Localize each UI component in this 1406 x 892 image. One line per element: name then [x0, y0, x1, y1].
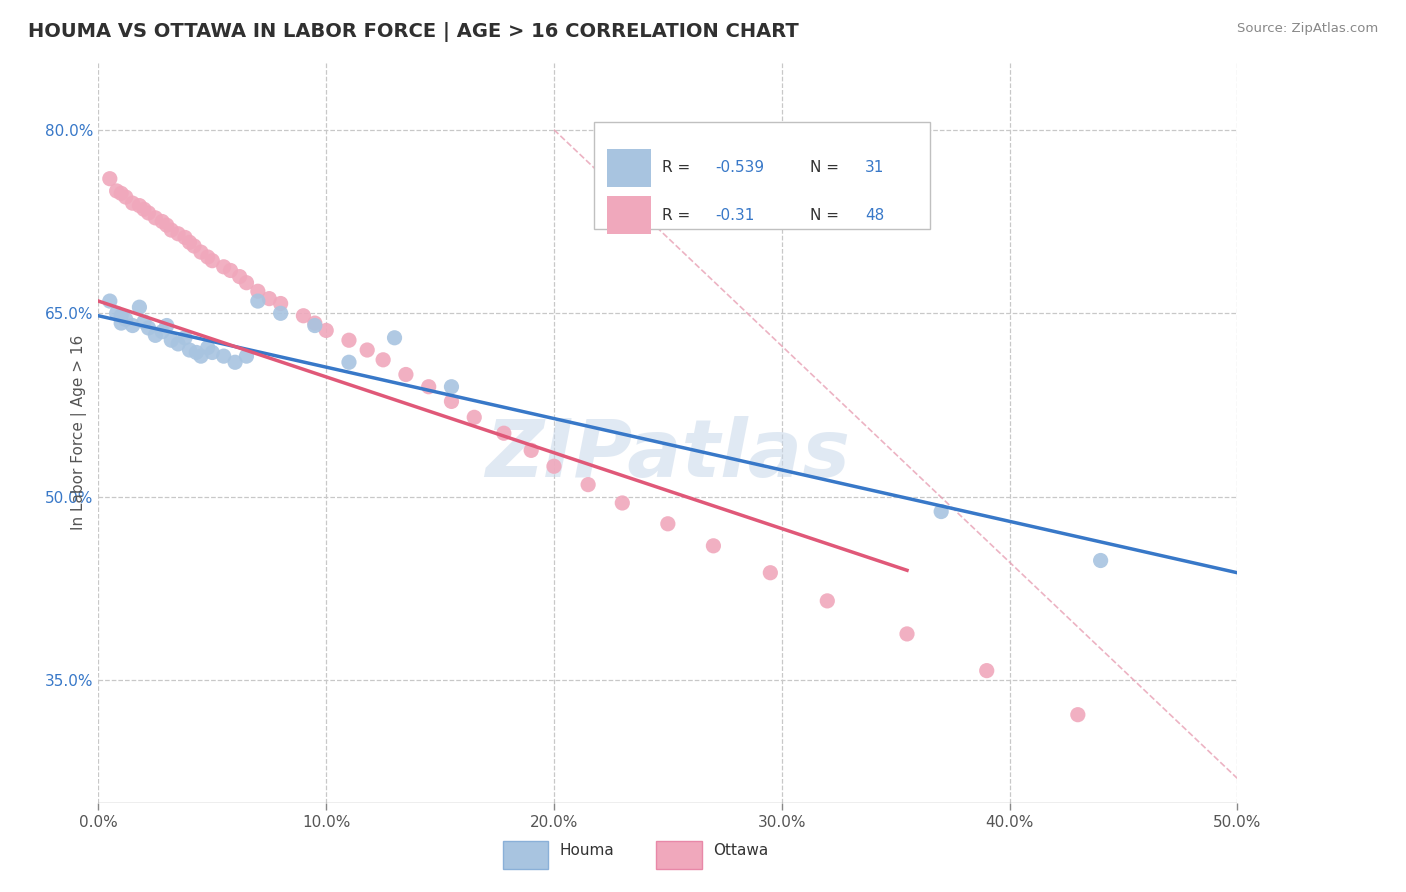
Point: [150, 325, 173, 339]
Point: [246, 285, 269, 299]
Point: [576, 477, 599, 491]
Text: ZIPatlas: ZIPatlas: [485, 416, 851, 494]
Point: [1067, 707, 1090, 722]
Point: [371, 352, 394, 367]
Point: [156, 218, 179, 232]
Point: [160, 223, 183, 237]
Point: [105, 306, 128, 320]
Text: HOUMA VS OTTAWA IN LABOR FORCE | AGE > 16 CORRELATION CHART: HOUMA VS OTTAWA IN LABOR FORCE | AGE > 1…: [28, 22, 799, 42]
Point: [145, 211, 167, 225]
Text: 48: 48: [865, 208, 884, 223]
Text: -0.31: -0.31: [716, 208, 755, 223]
Point: [235, 349, 257, 363]
Point: [212, 260, 235, 274]
Point: [145, 328, 167, 343]
Point: [132, 202, 155, 217]
FancyBboxPatch shape: [593, 121, 929, 229]
Point: [98, 294, 121, 309]
Point: [384, 331, 406, 345]
Point: [128, 300, 150, 314]
Point: [337, 333, 360, 347]
Point: [304, 316, 326, 330]
Point: [114, 312, 136, 326]
Point: [201, 253, 224, 268]
Point: [190, 349, 212, 363]
Point: [543, 459, 565, 474]
Point: [110, 316, 132, 330]
Point: [98, 171, 121, 186]
Point: [463, 410, 485, 425]
Point: [702, 539, 724, 553]
Point: [156, 318, 179, 333]
Point: [201, 345, 224, 359]
Point: [657, 516, 679, 531]
Point: [520, 443, 543, 458]
Text: Houma: Houma: [560, 844, 614, 858]
Text: 31: 31: [865, 161, 884, 176]
Point: [929, 504, 952, 518]
Point: [183, 239, 205, 253]
Point: [896, 627, 918, 641]
Point: [138, 206, 160, 220]
Text: Ottawa: Ottawa: [713, 844, 769, 858]
Point: [304, 318, 326, 333]
Y-axis label: In Labor Force | Age > 16: In Labor Force | Age > 16: [72, 335, 87, 530]
Point: [197, 250, 219, 264]
Point: [110, 309, 132, 323]
Point: [337, 355, 360, 369]
Text: N =: N =: [810, 208, 844, 223]
Point: [114, 190, 136, 204]
Point: [395, 368, 418, 382]
Text: -0.539: -0.539: [716, 161, 765, 176]
Point: [259, 292, 281, 306]
Point: [246, 294, 269, 309]
Point: [160, 333, 183, 347]
Point: [105, 184, 128, 198]
Point: [110, 186, 132, 201]
Text: Source: ZipAtlas.com: Source: ZipAtlas.com: [1237, 22, 1378, 36]
Point: [150, 214, 173, 228]
Point: [440, 394, 463, 409]
Point: [197, 341, 219, 355]
Point: [1090, 553, 1112, 567]
Point: [174, 331, 197, 345]
Point: [212, 349, 235, 363]
Point: [132, 315, 155, 329]
Point: [167, 227, 190, 241]
Point: [315, 323, 337, 337]
Text: R =: R =: [662, 208, 696, 223]
FancyBboxPatch shape: [607, 196, 651, 235]
Point: [492, 426, 515, 441]
FancyBboxPatch shape: [607, 149, 651, 187]
Point: [440, 380, 463, 394]
Point: [174, 230, 197, 244]
FancyBboxPatch shape: [503, 841, 548, 870]
Point: [356, 343, 378, 357]
Point: [179, 343, 201, 357]
Point: [759, 566, 782, 580]
Point: [121, 318, 143, 333]
Point: [418, 380, 440, 394]
Point: [219, 263, 242, 277]
Text: N =: N =: [810, 161, 844, 176]
Point: [976, 664, 998, 678]
Text: R =: R =: [662, 161, 696, 176]
Point: [270, 306, 292, 320]
Point: [186, 345, 208, 359]
Point: [128, 199, 150, 213]
Point: [228, 269, 250, 284]
Point: [138, 321, 160, 335]
Point: [224, 355, 246, 369]
Point: [815, 594, 838, 608]
Point: [167, 337, 190, 351]
Point: [179, 235, 201, 250]
Point: [235, 276, 257, 290]
Point: [292, 309, 315, 323]
Point: [190, 245, 212, 260]
Point: [121, 196, 143, 211]
Point: [612, 496, 634, 510]
Point: [270, 296, 292, 310]
FancyBboxPatch shape: [657, 841, 702, 870]
